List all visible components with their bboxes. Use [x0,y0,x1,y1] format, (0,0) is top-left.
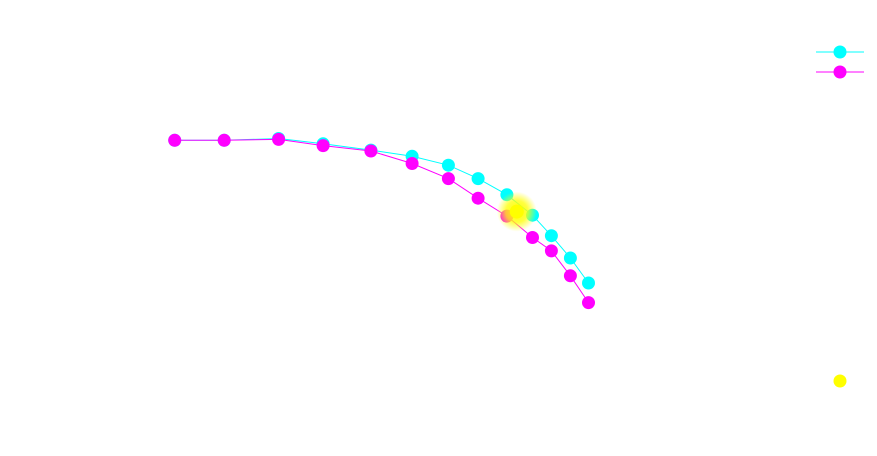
legend-marker-2 [833,65,847,79]
series-2-point-1 [168,133,182,147]
series-2-point-2 [217,133,231,147]
legend [816,45,864,388]
series-1-point-13 [582,276,595,290]
series-2-point-3 [272,132,286,146]
series-2-point-8 [471,191,485,205]
series-2-point-6 [405,157,419,170]
legend-marker-1 [833,45,847,59]
highlight-point-1 [509,204,524,219]
series-2-point-7 [441,172,455,186]
series-2-point-10 [526,231,539,244]
series-2-point-12 [563,269,577,283]
highlight-layer [496,191,537,232]
series-2-point-11 [544,244,558,258]
series-1-point-8 [471,172,485,186]
series-2-point-5 [364,144,378,158]
series-2-point-4 [316,139,330,153]
legend-marker-highlight [833,374,847,388]
series-2-point-13 [582,296,595,310]
series-1-point-7 [441,158,455,172]
series-1-point-11 [544,229,558,243]
series-1-point-12 [563,251,577,265]
